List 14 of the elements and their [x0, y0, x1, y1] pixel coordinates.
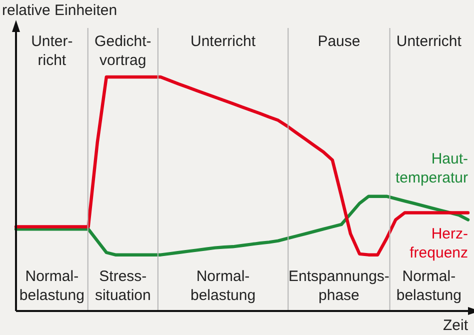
text: Unterricht	[190, 33, 256, 50]
y-axis-title: relative Einheiten	[2, 2, 118, 19]
series-label: Herz- frequenz	[410, 226, 468, 262]
annotation: Normal- belastung	[19, 268, 84, 304]
annotation: Entspannungs- phase	[288, 268, 390, 304]
text: Unterricht	[396, 33, 462, 50]
annotation: Normal- belastung	[396, 268, 462, 304]
text: Pause	[318, 33, 360, 50]
x-axis-title: Zeit	[442, 317, 469, 334]
text: Gedicht- vortrag	[94, 33, 152, 69]
series-label: Haut- temperatur	[395, 150, 468, 186]
annotation: Stress- situation	[94, 268, 151, 304]
annotation: Normal- belastung	[190, 268, 256, 304]
text: Unter- richt	[31, 33, 73, 69]
